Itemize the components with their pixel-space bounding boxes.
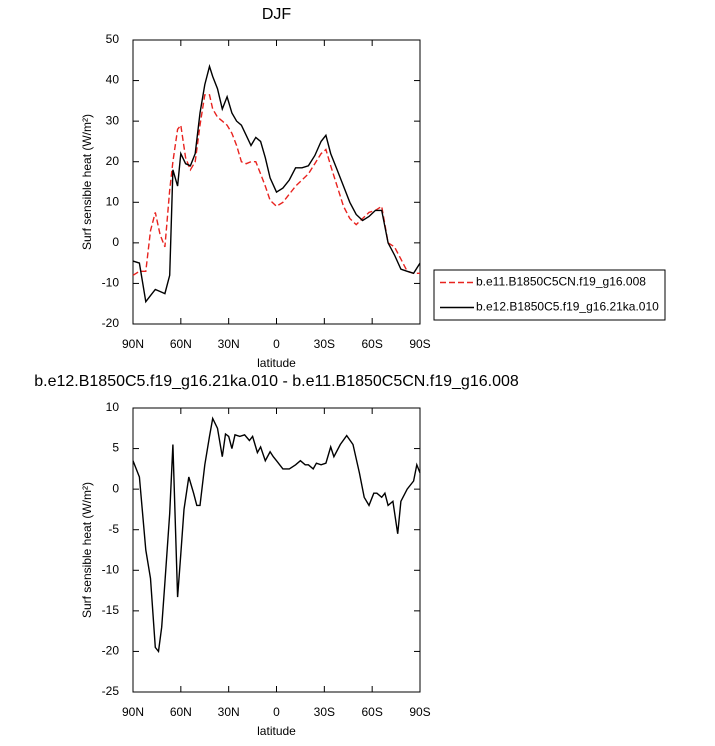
x-tick-label: 60N (170, 337, 192, 351)
x-axis-label: latitude (257, 356, 296, 370)
x-tick-label: 60N (170, 705, 192, 719)
y-tick-label: 5 (112, 441, 119, 455)
x-tick-label: 90N (122, 705, 144, 719)
y-tick-label: 0 (112, 235, 119, 249)
x-axis-label: latitude (257, 724, 296, 738)
y-axis-label: Surf sensible heat (W/m²) (80, 114, 94, 250)
x-tick-label: 90N (122, 337, 144, 351)
chart-title: b.e12.B1850C5.f19_g16.21ka.010 - b.e11.B… (34, 373, 519, 390)
y-tick-label: -20 (102, 644, 120, 658)
x-tick-label: 30S (314, 337, 335, 351)
y-tick-label: 0 (112, 481, 119, 495)
data-line (132, 94, 420, 276)
y-tick-label: -25 (102, 684, 120, 698)
legend-box (433, 269, 666, 321)
y-tick-label: -10 (102, 276, 120, 290)
x-tick-label: 0 (273, 705, 280, 719)
x-tick-label: 90S (409, 337, 430, 351)
x-tick-label: 60S (361, 705, 382, 719)
legend-label: b.e12.B1850C5.f19_g16.21ka.010 (476, 300, 659, 314)
y-tick-label: 10 (106, 400, 120, 414)
y-tick-label: -10 (102, 562, 120, 576)
y-tick-label: -15 (102, 603, 120, 617)
chart-title: DJF (262, 6, 292, 23)
x-tick-label: 30N (218, 337, 240, 351)
y-tick-label: 20 (106, 154, 120, 168)
data-line (132, 416, 421, 654)
y-tick-label: -20 (102, 316, 120, 330)
x-tick-label: 0 (273, 337, 280, 351)
x-tick-label: 60S (361, 337, 382, 351)
y-tick-label: 10 (106, 194, 120, 208)
legend-label: b.e11.B1850C5CN.f19_g16.008 (476, 275, 646, 289)
x-tick-label: 30S (314, 705, 335, 719)
x-tick-label: 30N (218, 705, 240, 719)
y-axis-label: Surf sensible heat (W/m²) (80, 482, 94, 618)
y-tick-label: 50 (106, 32, 120, 46)
y-tick-label: 40 (106, 73, 120, 87)
y-tick-label: 30 (106, 113, 120, 127)
x-tick-label: 90S (409, 705, 430, 719)
y-tick-label: -5 (108, 522, 119, 536)
data-line (132, 63, 421, 304)
